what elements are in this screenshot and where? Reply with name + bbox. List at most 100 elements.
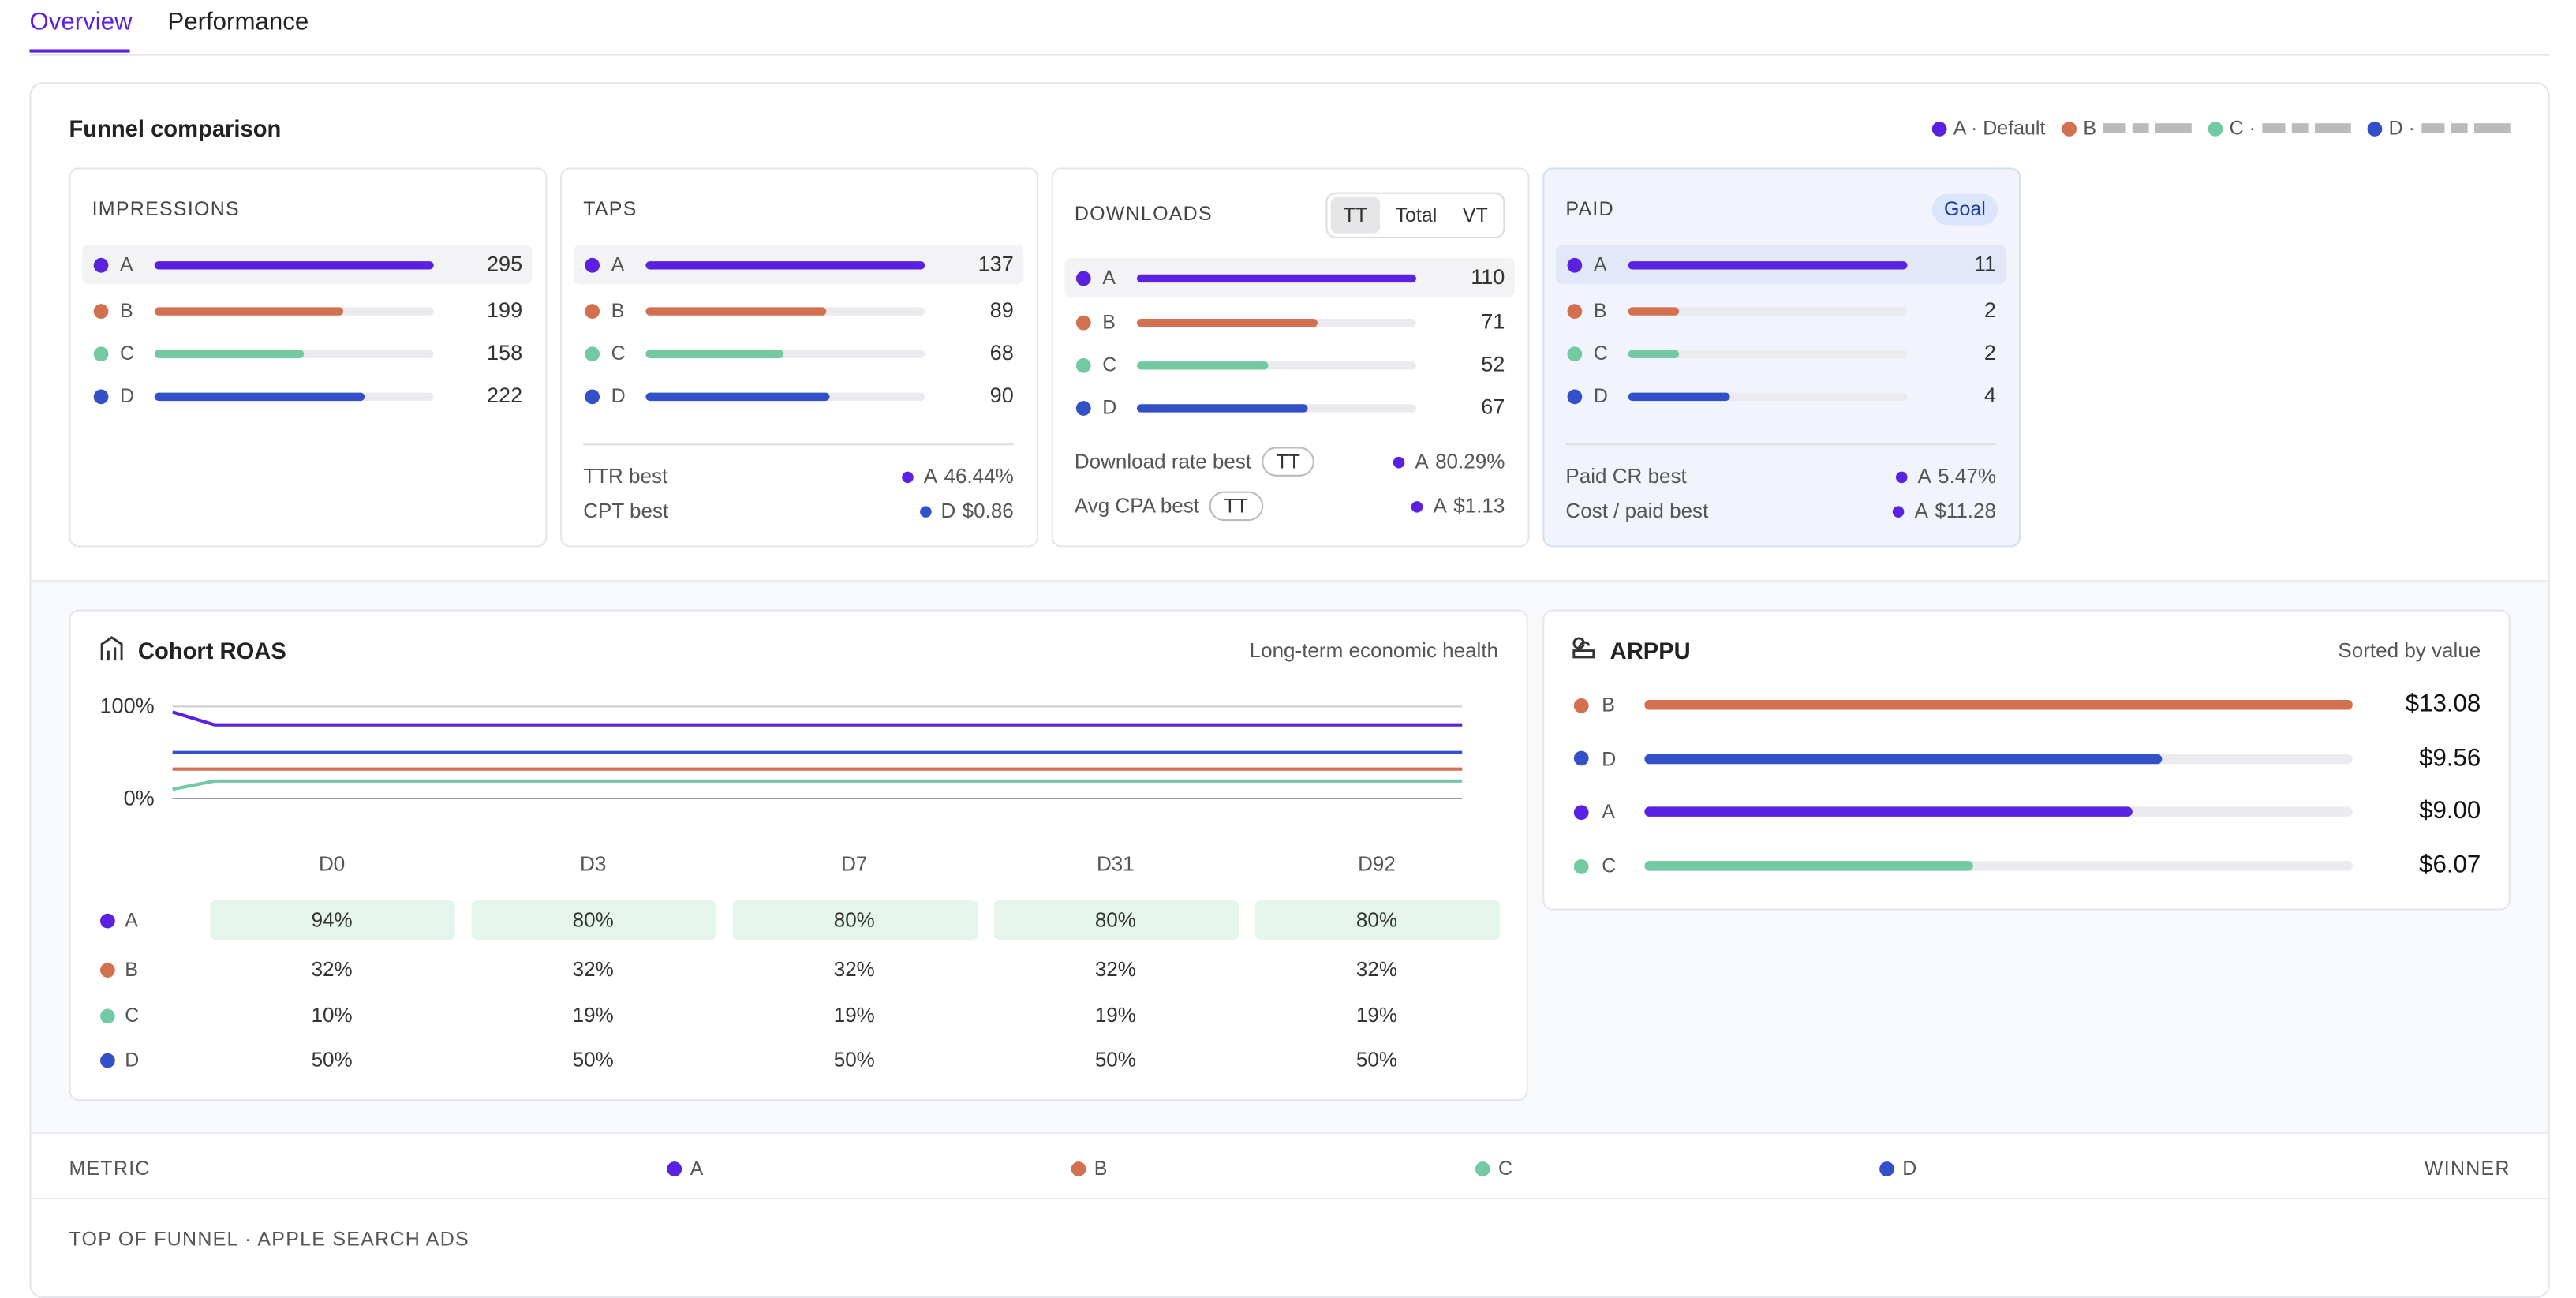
dot <box>1572 858 1588 873</box>
tab[interactable]: Performance <box>167 8 309 36</box>
dot <box>2367 121 2383 136</box>
bar <box>1644 807 2132 817</box>
column-header: D31 <box>1097 852 1135 876</box>
badge <box>1931 193 1998 226</box>
cell: 32% <box>311 957 353 982</box>
cell: 19% <box>833 1004 875 1027</box>
cell: 50% <box>833 1048 875 1072</box>
value: 199 <box>486 297 523 323</box>
dot <box>1896 470 1908 483</box>
row-label: D <box>1602 746 1617 770</box>
legend-label: D · <box>2388 116 2415 140</box>
value: $13.08 <box>2405 690 2481 718</box>
dot <box>1075 270 1090 286</box>
row-label: B <box>1102 310 1116 334</box>
dot <box>666 1161 682 1176</box>
row-label: C <box>125 1004 140 1027</box>
divider <box>583 443 1014 446</box>
dot <box>1566 303 1582 318</box>
table-header: WINNER <box>2424 1156 2511 1180</box>
y-tick-label: 0% <box>123 785 155 810</box>
cell: 32% <box>1355 957 1398 982</box>
cell-highlight <box>993 900 1239 941</box>
bar <box>645 306 828 315</box>
cell-highlight <box>209 900 454 941</box>
value: 295 <box>486 251 523 276</box>
stat-left: CPT best <box>583 499 668 522</box>
row-label: D <box>120 384 135 408</box>
value: 2 <box>1983 297 1996 323</box>
stat-row: CPT best D $0.86 <box>583 493 1014 529</box>
icon <box>1572 637 1595 659</box>
legend-label: C · <box>2229 116 2256 140</box>
cohort-chart <box>100 636 1595 800</box>
value: 71 <box>1481 309 1505 334</box>
stat-right: A $1.13 <box>1411 495 1505 518</box>
stat-value: $0.86 <box>962 499 1014 523</box>
cell: 19% <box>1094 1004 1136 1027</box>
legend-item: D · <box>2367 116 2511 140</box>
dot <box>902 470 914 483</box>
toggle-option[interactable]: VT <box>1462 204 1488 227</box>
tab[interactable]: Overview <box>29 8 133 36</box>
bar <box>1644 700 2353 710</box>
legend-item: C · <box>2208 117 2351 140</box>
cell: 32% <box>1094 957 1136 982</box>
table-header: A <box>690 1156 704 1180</box>
stat-label: Download rate best <box>1074 450 1252 473</box>
stat-left: Paid CR best <box>1565 465 1686 488</box>
stat-right: A 80.29% <box>1393 451 1505 473</box>
dot <box>1070 1161 1086 1176</box>
cell: 50% <box>572 1048 614 1072</box>
icon <box>100 636 123 661</box>
stat-winner: A <box>1917 465 1931 488</box>
value: 158 <box>486 340 523 365</box>
value: 137 <box>978 251 1014 276</box>
dot <box>1572 751 1588 766</box>
toggle-option[interactable]: TT <box>1343 204 1368 227</box>
dot <box>1566 346 1582 361</box>
row-label: D <box>1593 384 1608 408</box>
dot <box>584 256 599 272</box>
table-header: D <box>1902 1156 1917 1180</box>
bar-track <box>1628 306 1908 315</box>
dot <box>1572 805 1588 820</box>
bar <box>645 260 925 269</box>
value: $6.07 <box>2419 851 2481 880</box>
card-title: DOWNLOADS <box>1074 202 1213 226</box>
card-title: ARPPU <box>1610 637 1691 664</box>
dot <box>1566 388 1582 404</box>
divider <box>1565 443 1996 446</box>
dot <box>1075 357 1090 372</box>
toggle-option[interactable]: Total <box>1395 204 1438 227</box>
bar <box>154 260 434 269</box>
stat-winner: D <box>940 499 956 523</box>
dot <box>919 505 932 517</box>
stat-right: A $11.28 <box>1893 499 1996 522</box>
cell-highlight <box>1254 900 1500 941</box>
redacted <box>2314 123 2351 133</box>
value: 89 <box>989 297 1014 323</box>
dot <box>1474 1161 1490 1176</box>
y-tick-label: 100% <box>99 693 155 718</box>
dot <box>92 388 108 404</box>
row-label: A <box>1593 252 1607 276</box>
row-label: A <box>1602 800 1615 825</box>
bar <box>154 349 305 357</box>
legend: A · Default B C · D · <box>1931 112 2511 145</box>
row-label: A <box>1102 266 1116 290</box>
value: 222 <box>486 383 523 408</box>
legend-label: A · Default <box>1953 116 2046 140</box>
dot <box>92 346 108 361</box>
stat-label: Cost / paid best <box>1565 499 1709 523</box>
redacted <box>2262 123 2286 133</box>
bar <box>154 306 343 315</box>
stat-label: Paid CR best <box>1565 465 1687 488</box>
dot <box>99 1008 114 1023</box>
dot <box>1075 314 1090 330</box>
dot <box>1572 697 1588 713</box>
dot <box>1931 121 1947 136</box>
table-header: METRIC <box>69 1156 151 1180</box>
tag: TT <box>1209 491 1263 522</box>
stat-value: 80.29% <box>1435 450 1505 473</box>
